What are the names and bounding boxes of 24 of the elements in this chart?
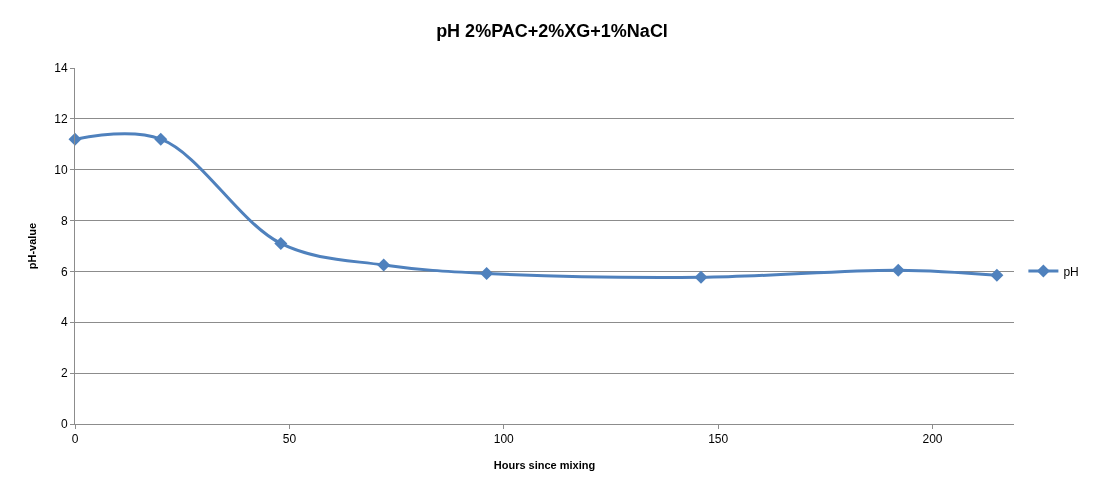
- chart-title: pH 2%PAC+2%XG+1%NaCl: [436, 20, 668, 41]
- legend-label: pH: [1063, 264, 1079, 279]
- y-tick-label: 4: [60, 315, 68, 330]
- y-tick-label: 14: [54, 61, 68, 76]
- y-tick-label: 10: [54, 162, 68, 177]
- y-tick-label: 0: [60, 417, 68, 432]
- y-tick-label: 6: [60, 264, 68, 279]
- point: [694, 270, 708, 284]
- point: [990, 268, 1004, 282]
- y-tick-label: 8: [60, 213, 68, 228]
- point: [377, 258, 391, 272]
- x-tick-label: 150: [708, 432, 729, 447]
- x-tick-label: 100: [493, 432, 515, 447]
- x-tick-label: 50: [282, 432, 297, 447]
- y-axis-title: pH-value: [25, 222, 38, 270]
- x-tick-label: 0: [71, 432, 79, 447]
- point: [274, 236, 288, 250]
- point: [891, 263, 905, 277]
- x-axis-title: Hours since mixing: [493, 458, 596, 471]
- point: [154, 132, 168, 146]
- x-tick-label: 200: [922, 432, 943, 447]
- point: [480, 266, 494, 280]
- y-tick-label: 2: [60, 366, 68, 381]
- y-tick-label: 12: [54, 112, 68, 127]
